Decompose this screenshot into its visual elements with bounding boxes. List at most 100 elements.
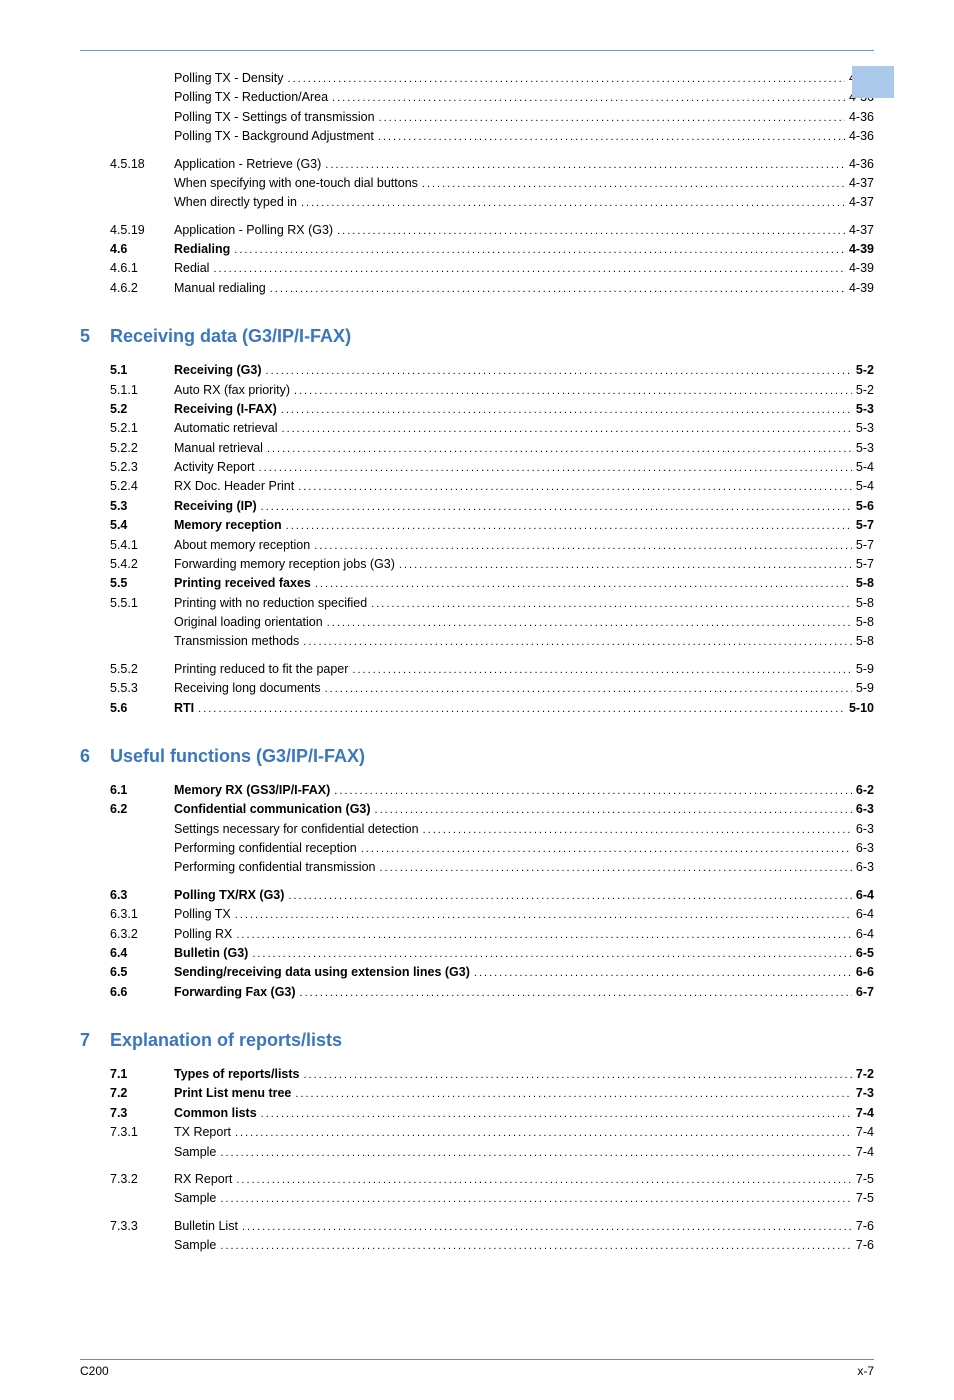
toc-line: 5.2Receiving (I-FAX) 5-3 — [110, 400, 874, 419]
toc-page-ref: 6-7 — [856, 983, 874, 1002]
chapter-lines: 7.1Types of reports/lists 7-27.2Print Li… — [110, 1065, 874, 1255]
toc-line: When specifying with one-touch dial butt… — [110, 174, 874, 193]
toc-line: 4.6.1Redial 4-39 — [110, 259, 874, 278]
toc-page-ref: 7-5 — [856, 1170, 874, 1189]
toc-leader-dots — [259, 458, 852, 477]
toc-title-col: RX Doc. Header Print — [174, 477, 856, 496]
toc-leader-dots — [325, 155, 845, 174]
toc-title-col: Printing reduced to fit the paper — [174, 660, 856, 679]
toc-leader-dots — [266, 361, 852, 380]
toc-number: 5.5.1 — [110, 594, 174, 613]
chapter-heading: 5Receiving data (G3/IP/I-FAX) — [80, 326, 874, 347]
toc-number: 7.3.1 — [110, 1123, 174, 1142]
toc-title: Polling TX - Background Adjustment — [174, 127, 374, 146]
toc-number: 6.3.2 — [110, 925, 174, 944]
continuation-lines: Polling TX - Density4-36Polling TX - Red… — [110, 69, 874, 298]
toc-page-ref: 4-37 — [849, 193, 874, 212]
toc-title: Redial — [174, 259, 209, 278]
toc-title: Confidential communication (G3) — [174, 800, 371, 819]
toc-line: 6.1Memory RX (GS3/IP/I-FAX) 6-2 — [110, 781, 874, 800]
toc-leader-dots — [379, 858, 851, 877]
toc-page-ref: 7-2 — [856, 1065, 874, 1084]
toc-page-ref: 5-2 — [856, 381, 874, 400]
toc-page-ref: 5-3 — [856, 400, 874, 419]
toc-number: 5.2.4 — [110, 477, 174, 496]
toc-title-col: Printing received faxes — [174, 574, 856, 593]
chapter-title: Useful functions (G3/IP/I-FAX) — [110, 746, 365, 767]
toc-title-col: Polling TX - Settings of transmission — [174, 108, 849, 127]
toc-title-col: Bulletin (G3) — [174, 944, 856, 963]
toc-leader-dots — [252, 944, 852, 963]
toc-page-ref: 5-9 — [856, 679, 874, 698]
toc-number: 5.1 — [110, 361, 174, 380]
toc-page-ref: 6-4 — [856, 905, 874, 924]
toc-line: 5.5.1Printing with no reduction specifie… — [110, 594, 874, 613]
toc-page-ref: 5-8 — [856, 613, 874, 632]
toc-leader-dots — [267, 439, 852, 458]
toc-title-col: Performing confidential reception — [174, 839, 856, 858]
footer-page-number: x-7 — [857, 1364, 874, 1378]
toc-title-col: Polling TX - Background Adjustment — [174, 127, 849, 146]
toc-title: Polling TX — [174, 905, 231, 924]
toc-title-col: Automatic retrieval — [174, 419, 856, 438]
toc-page-ref: 7-6 — [856, 1217, 874, 1236]
toc-title: Transmission methods — [174, 632, 299, 651]
toc-title-col: Sample — [174, 1236, 856, 1255]
toc-leader-dots — [235, 905, 852, 924]
toc-number: 5.5 — [110, 574, 174, 593]
chapter-title: Explanation of reports/lists — [110, 1030, 342, 1051]
toc-number: 5.2.3 — [110, 458, 174, 477]
toc-title: TX Report — [174, 1123, 231, 1142]
toc-number: 5.2.2 — [110, 439, 174, 458]
toc-page-ref: 6-6 — [856, 963, 874, 982]
toc-title-col: Receiving (IP) — [174, 497, 856, 516]
toc-title: Types of reports/lists — [174, 1065, 300, 1084]
toc-title: RX Report — [174, 1170, 232, 1189]
toc-title: Printing received faxes — [174, 574, 311, 593]
toc-line: Sample7-5 — [110, 1189, 874, 1208]
toc-line: 5.1Receiving (G3) 5-2 — [110, 361, 874, 380]
toc-title: When directly typed in — [174, 193, 297, 212]
toc-leader-dots — [352, 660, 852, 679]
toc-line: 6.5Sending/receiving data using extensio… — [110, 963, 874, 982]
toc-title: Memory reception — [174, 516, 282, 535]
toc-leader-dots — [378, 127, 845, 146]
toc-title-col: Sample — [174, 1143, 856, 1162]
toc-page-ref: 4-39 — [849, 240, 874, 259]
toc-title-col: Receiving long documents — [174, 679, 856, 698]
toc-line: 5.4.1About memory reception5-7 — [110, 536, 874, 555]
toc-line: 5.3Receiving (IP) 5-6 — [110, 497, 874, 516]
toc-title-col: Manual retrieval — [174, 439, 856, 458]
toc-title-col: RTI — [174, 699, 849, 718]
chapter-number: 6 — [80, 746, 110, 767]
toc-leader-dots — [235, 1123, 852, 1142]
toc-number: 4.6.1 — [110, 259, 174, 278]
toc-title-col: Memory RX (GS3/IP/I-FAX) — [174, 781, 856, 800]
toc-leader-dots — [286, 516, 852, 535]
toc-title-col: Polling TX - Density — [174, 69, 849, 88]
toc-page-ref: 4-39 — [849, 259, 874, 278]
toc-page-ref: 5-7 — [856, 516, 874, 535]
toc-title-col: Print List menu tree — [174, 1084, 856, 1103]
toc-gap — [110, 1162, 874, 1170]
toc-leader-dots — [300, 983, 852, 1002]
toc-line: Transmission methods5-8 — [110, 632, 874, 651]
toc-leader-dots — [399, 555, 852, 574]
toc-line: 5.4.2Forwarding memory reception jobs (G… — [110, 555, 874, 574]
toc-title: RTI — [174, 699, 194, 718]
toc-title: Forwarding memory reception jobs (G3) — [174, 555, 395, 574]
toc-number: 6.2 — [110, 800, 174, 819]
toc-line: 5.2.2Manual retrieval5-3 — [110, 439, 874, 458]
toc-title: Performing confidential transmission — [174, 858, 375, 877]
toc-gap — [110, 652, 874, 660]
toc-title-col: Transmission methods — [174, 632, 856, 651]
toc-page-ref: 7-3 — [856, 1084, 874, 1103]
toc-title: Printing with no reduction specified — [174, 594, 367, 613]
toc-leader-dots — [423, 820, 852, 839]
toc-leader-dots — [295, 1084, 852, 1103]
toc-title: Forwarding Fax (G3) — [174, 983, 296, 1002]
toc-number: 7.1 — [110, 1065, 174, 1084]
toc-line: 7.1Types of reports/lists 7-2 — [110, 1065, 874, 1084]
toc-page-ref: 5-10 — [849, 699, 874, 718]
chapter-heading: 7Explanation of reports/lists — [80, 1030, 874, 1051]
